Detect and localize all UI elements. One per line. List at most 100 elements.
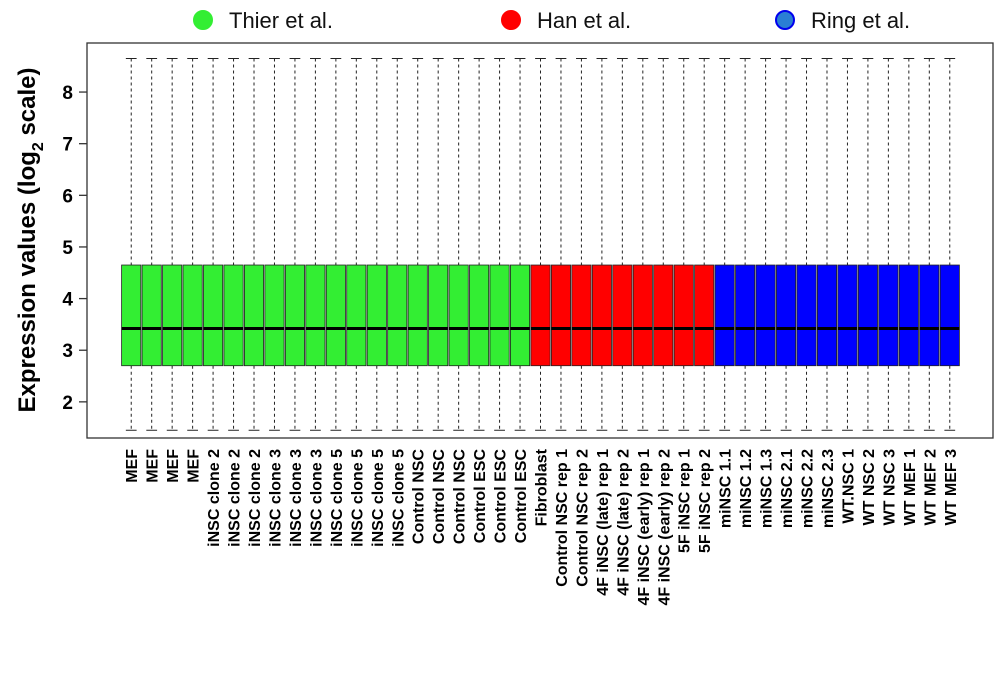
box — [121, 57, 142, 431]
y-tick-label: 6 — [62, 186, 73, 207]
box — [530, 57, 551, 431]
box — [346, 57, 367, 431]
box-iqr — [325, 264, 346, 367]
x-tick-label: MEF — [145, 449, 162, 483]
box — [448, 57, 469, 431]
x-tick-label: iNSC clone 5 — [390, 449, 407, 547]
y-axis-title: Expression values (log2 scale) — [14, 67, 47, 412]
box — [141, 57, 162, 431]
box — [284, 57, 305, 431]
x-tick-label: Fibroblast — [534, 448, 551, 526]
x-tick-label: iNSC clone 5 — [370, 449, 387, 547]
y-tick-label: 5 — [62, 238, 73, 259]
box — [857, 57, 878, 431]
box-iqr — [223, 264, 244, 367]
box — [571, 57, 592, 431]
box-iqr — [121, 264, 142, 367]
x-tick-label: 4F iNSC (early) rep 1 — [636, 449, 653, 606]
box-iqr — [653, 264, 674, 367]
box — [714, 57, 735, 431]
box-iqr — [407, 264, 428, 367]
box-iqr — [591, 264, 612, 367]
box — [366, 57, 387, 431]
x-tick-label: Control NSC rep 2 — [574, 449, 591, 587]
legend-entry: Thier et al. — [193, 8, 333, 33]
box — [264, 57, 285, 431]
x-tick-label: Control NSC rep 1 — [554, 449, 571, 587]
x-tick-label: WT MEF 3 — [943, 449, 960, 526]
x-tick-label: Control ESC — [472, 449, 489, 544]
box — [898, 57, 919, 431]
box-iqr — [387, 264, 408, 367]
box — [878, 57, 899, 431]
box — [612, 57, 633, 431]
box-iqr — [919, 264, 940, 367]
box-iqr — [428, 264, 449, 367]
box — [428, 57, 449, 431]
box-iqr — [673, 264, 694, 367]
x-tick-label: iNSC clone 3 — [267, 449, 284, 547]
x-tick-label: 5F iNSC rep 1 — [677, 449, 694, 553]
x-tick-label: iNSC clone 2 — [206, 449, 223, 547]
x-tick-label: iNSC clone 2 — [227, 449, 244, 547]
legend-marker — [193, 10, 213, 30]
x-tick-label: iNSC clone 5 — [349, 449, 366, 547]
x-tick-label: WT NSC 2 — [861, 449, 878, 526]
box — [755, 57, 776, 431]
x-tick-label: MEF — [165, 449, 182, 483]
y-tick-label: 2 — [62, 393, 73, 414]
y-tick-label: 3 — [62, 341, 73, 362]
x-tick-label: miNSC 1.3 — [759, 449, 776, 528]
box — [469, 57, 490, 431]
box — [387, 57, 408, 431]
box-iqr — [182, 264, 203, 367]
y-tick-label: 8 — [62, 83, 73, 104]
box-iqr — [203, 264, 224, 367]
x-tick-label: miNSC 2.3 — [820, 449, 837, 528]
y-tick-label: 7 — [62, 135, 73, 156]
x-tick-label: iNSC clone 5 — [329, 449, 346, 547]
box-iqr — [735, 264, 756, 367]
x-tick-label: Control NSC — [411, 449, 428, 545]
x-tick-label: miNSC 2.2 — [800, 449, 817, 528]
box-iqr — [305, 264, 326, 367]
box — [796, 57, 817, 431]
box-iqr — [448, 264, 469, 367]
box-iqr — [632, 264, 653, 367]
box — [653, 57, 674, 431]
box-iqr — [714, 264, 735, 367]
box-iqr — [550, 264, 571, 367]
plot-frame — [86, 42, 994, 439]
box-iqr — [939, 264, 960, 367]
x-axis-labels: MEF MEF MEF MEF iNSC clone 2 iNSC clone 2 iNSC… — [124, 448, 960, 605]
x-tick-label: Control NSC — [431, 449, 448, 545]
legend-entry: Han et al. — [501, 8, 631, 33]
box — [694, 57, 715, 431]
x-tick-label: MEF — [186, 449, 203, 483]
box — [407, 57, 428, 431]
legend-marker — [501, 10, 521, 30]
x-tick-label: Control ESC — [493, 449, 510, 544]
box-iqr — [571, 264, 592, 367]
box-iqr — [530, 264, 551, 367]
box-iqr — [284, 264, 305, 367]
box — [203, 57, 224, 431]
x-tick-label: WT MEF 1 — [902, 449, 919, 526]
box-iqr — [612, 264, 633, 367]
box-iqr — [694, 264, 715, 367]
x-tick-label: iNSC clone 3 — [288, 449, 305, 547]
box — [816, 57, 838, 431]
x-tick-label: WT MEF 2 — [922, 449, 939, 526]
x-tick-label: 5F iNSC rep 2 — [697, 449, 714, 553]
box-iqr — [816, 264, 838, 367]
box-iqr — [857, 264, 878, 367]
box-iqr — [346, 264, 367, 367]
box-iqr — [755, 264, 776, 367]
y-axis: 2 3 4 5 6 7 8 — [62, 83, 87, 414]
box — [510, 57, 531, 431]
box-iqr — [489, 264, 510, 367]
x-tick-label: MEF — [124, 449, 141, 483]
box-iqr — [264, 264, 285, 367]
x-tick-label: WT.NSC 1 — [840, 449, 857, 524]
